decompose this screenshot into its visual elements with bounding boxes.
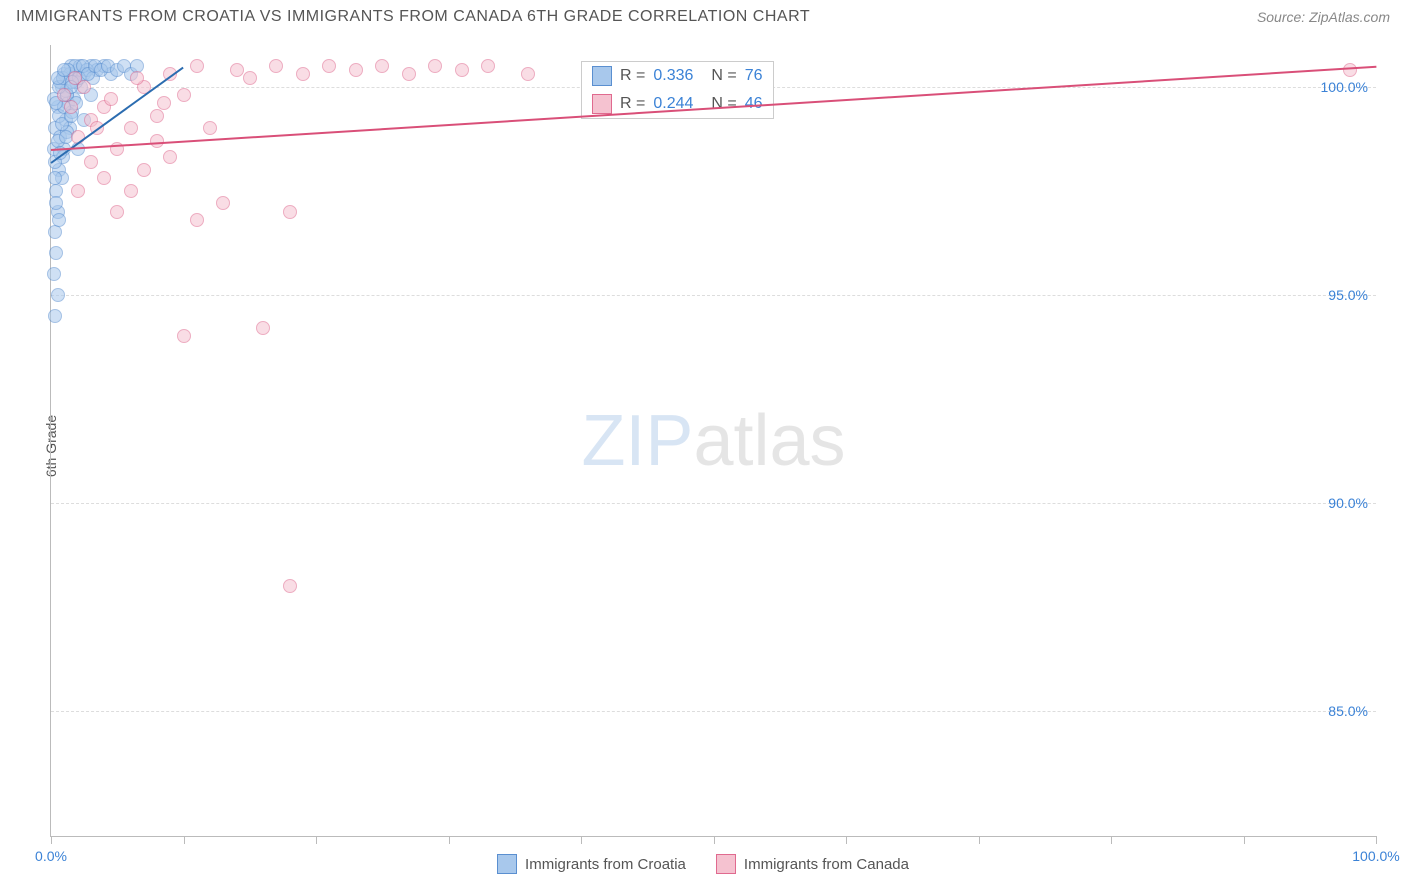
scatter-point — [57, 88, 71, 102]
scatter-point — [49, 246, 63, 260]
scatter-point — [521, 67, 535, 81]
legend-label: Immigrants from Croatia — [525, 856, 686, 873]
scatter-point — [375, 59, 389, 73]
scatter-point — [48, 171, 62, 185]
scatter-point — [97, 171, 111, 185]
scatter-point — [47, 267, 61, 281]
scatter-point — [322, 59, 336, 73]
scatter-point — [428, 59, 442, 73]
watermark: ZIPatlas — [581, 400, 845, 482]
watermark-part2: atlas — [693, 401, 845, 481]
scatter-point — [84, 155, 98, 169]
chart-area: ZIPatlas 85.0%90.0%95.0%100.0%0.0%100.0%… — [50, 45, 1376, 837]
scatter-point — [455, 63, 469, 77]
x-tick — [184, 836, 185, 844]
scatter-point — [177, 88, 191, 102]
scatter-point — [157, 96, 171, 110]
scatter-point — [48, 225, 62, 239]
scatter-point — [48, 309, 62, 323]
x-tick — [449, 836, 450, 844]
legend: Immigrants from Croatia Immigrants from … — [0, 854, 1406, 874]
y-tick-label: 90.0% — [1328, 495, 1368, 511]
stat-n-label: N = — [711, 95, 736, 113]
x-tick — [714, 836, 715, 844]
scatter-point — [150, 134, 164, 148]
scatter-point — [64, 100, 78, 114]
scatter-point — [124, 184, 138, 198]
x-tick — [979, 836, 980, 844]
scatter-point — [203, 121, 217, 135]
chart-title: IMMIGRANTS FROM CROATIA VS IMMIGRANTS FR… — [16, 8, 810, 26]
scatter-point — [177, 329, 191, 343]
legend-item-canada: Immigrants from Canada — [716, 854, 909, 874]
stat-swatch — [592, 94, 612, 114]
scatter-point — [71, 184, 85, 198]
x-tick — [316, 836, 317, 844]
scatter-point — [51, 288, 65, 302]
scatter-point — [163, 150, 177, 164]
scatter-point — [137, 163, 151, 177]
scatter-point — [150, 109, 164, 123]
scatter-point — [110, 205, 124, 219]
chart-header: IMMIGRANTS FROM CROATIA VS IMMIGRANTS FR… — [0, 0, 1406, 30]
legend-swatch — [497, 854, 517, 874]
scatter-point — [349, 63, 363, 77]
stat-swatch — [592, 66, 612, 86]
scatter-point — [283, 579, 297, 593]
legend-item-croatia: Immigrants from Croatia — [497, 854, 686, 874]
stat-row: R = 0.336 N = 76 — [582, 62, 773, 90]
y-tick-label: 85.0% — [1328, 703, 1368, 719]
stat-r-label: R = — [620, 95, 645, 113]
stat-r-value: 0.336 — [653, 67, 693, 85]
source-label: Source: ZipAtlas.com — [1257, 9, 1390, 25]
scatter-point — [402, 67, 416, 81]
scatter-point — [190, 59, 204, 73]
legend-label: Immigrants from Canada — [744, 856, 909, 873]
x-tick — [1244, 836, 1245, 844]
legend-swatch — [716, 854, 736, 874]
scatter-point — [481, 59, 495, 73]
scatter-point — [1343, 63, 1357, 77]
gridline — [51, 711, 1376, 712]
watermark-part1: ZIP — [581, 401, 693, 481]
scatter-point — [130, 71, 144, 85]
x-tick — [1376, 836, 1377, 844]
scatter-point — [124, 121, 138, 135]
stat-n-value: 76 — [745, 67, 763, 85]
stat-n-label: N = — [711, 67, 736, 85]
y-tick-label: 95.0% — [1328, 287, 1368, 303]
x-tick — [51, 836, 52, 844]
scatter-point — [49, 196, 63, 210]
y-tick-label: 100.0% — [1321, 79, 1368, 95]
plot-region: ZIPatlas 85.0%90.0%95.0%100.0%0.0%100.0%… — [50, 45, 1376, 837]
x-tick — [1111, 836, 1112, 844]
scatter-point — [104, 92, 118, 106]
stat-r-label: R = — [620, 67, 645, 85]
scatter-point — [269, 59, 283, 73]
gridline — [51, 295, 1376, 296]
scatter-point — [52, 213, 66, 227]
scatter-point — [283, 205, 297, 219]
scatter-point — [296, 67, 310, 81]
x-tick — [581, 836, 582, 844]
x-tick — [846, 836, 847, 844]
scatter-point — [243, 71, 257, 85]
scatter-point — [230, 63, 244, 77]
scatter-point — [190, 213, 204, 227]
scatter-point — [256, 321, 270, 335]
gridline — [51, 503, 1376, 504]
scatter-point — [216, 196, 230, 210]
scatter-point — [68, 71, 82, 85]
